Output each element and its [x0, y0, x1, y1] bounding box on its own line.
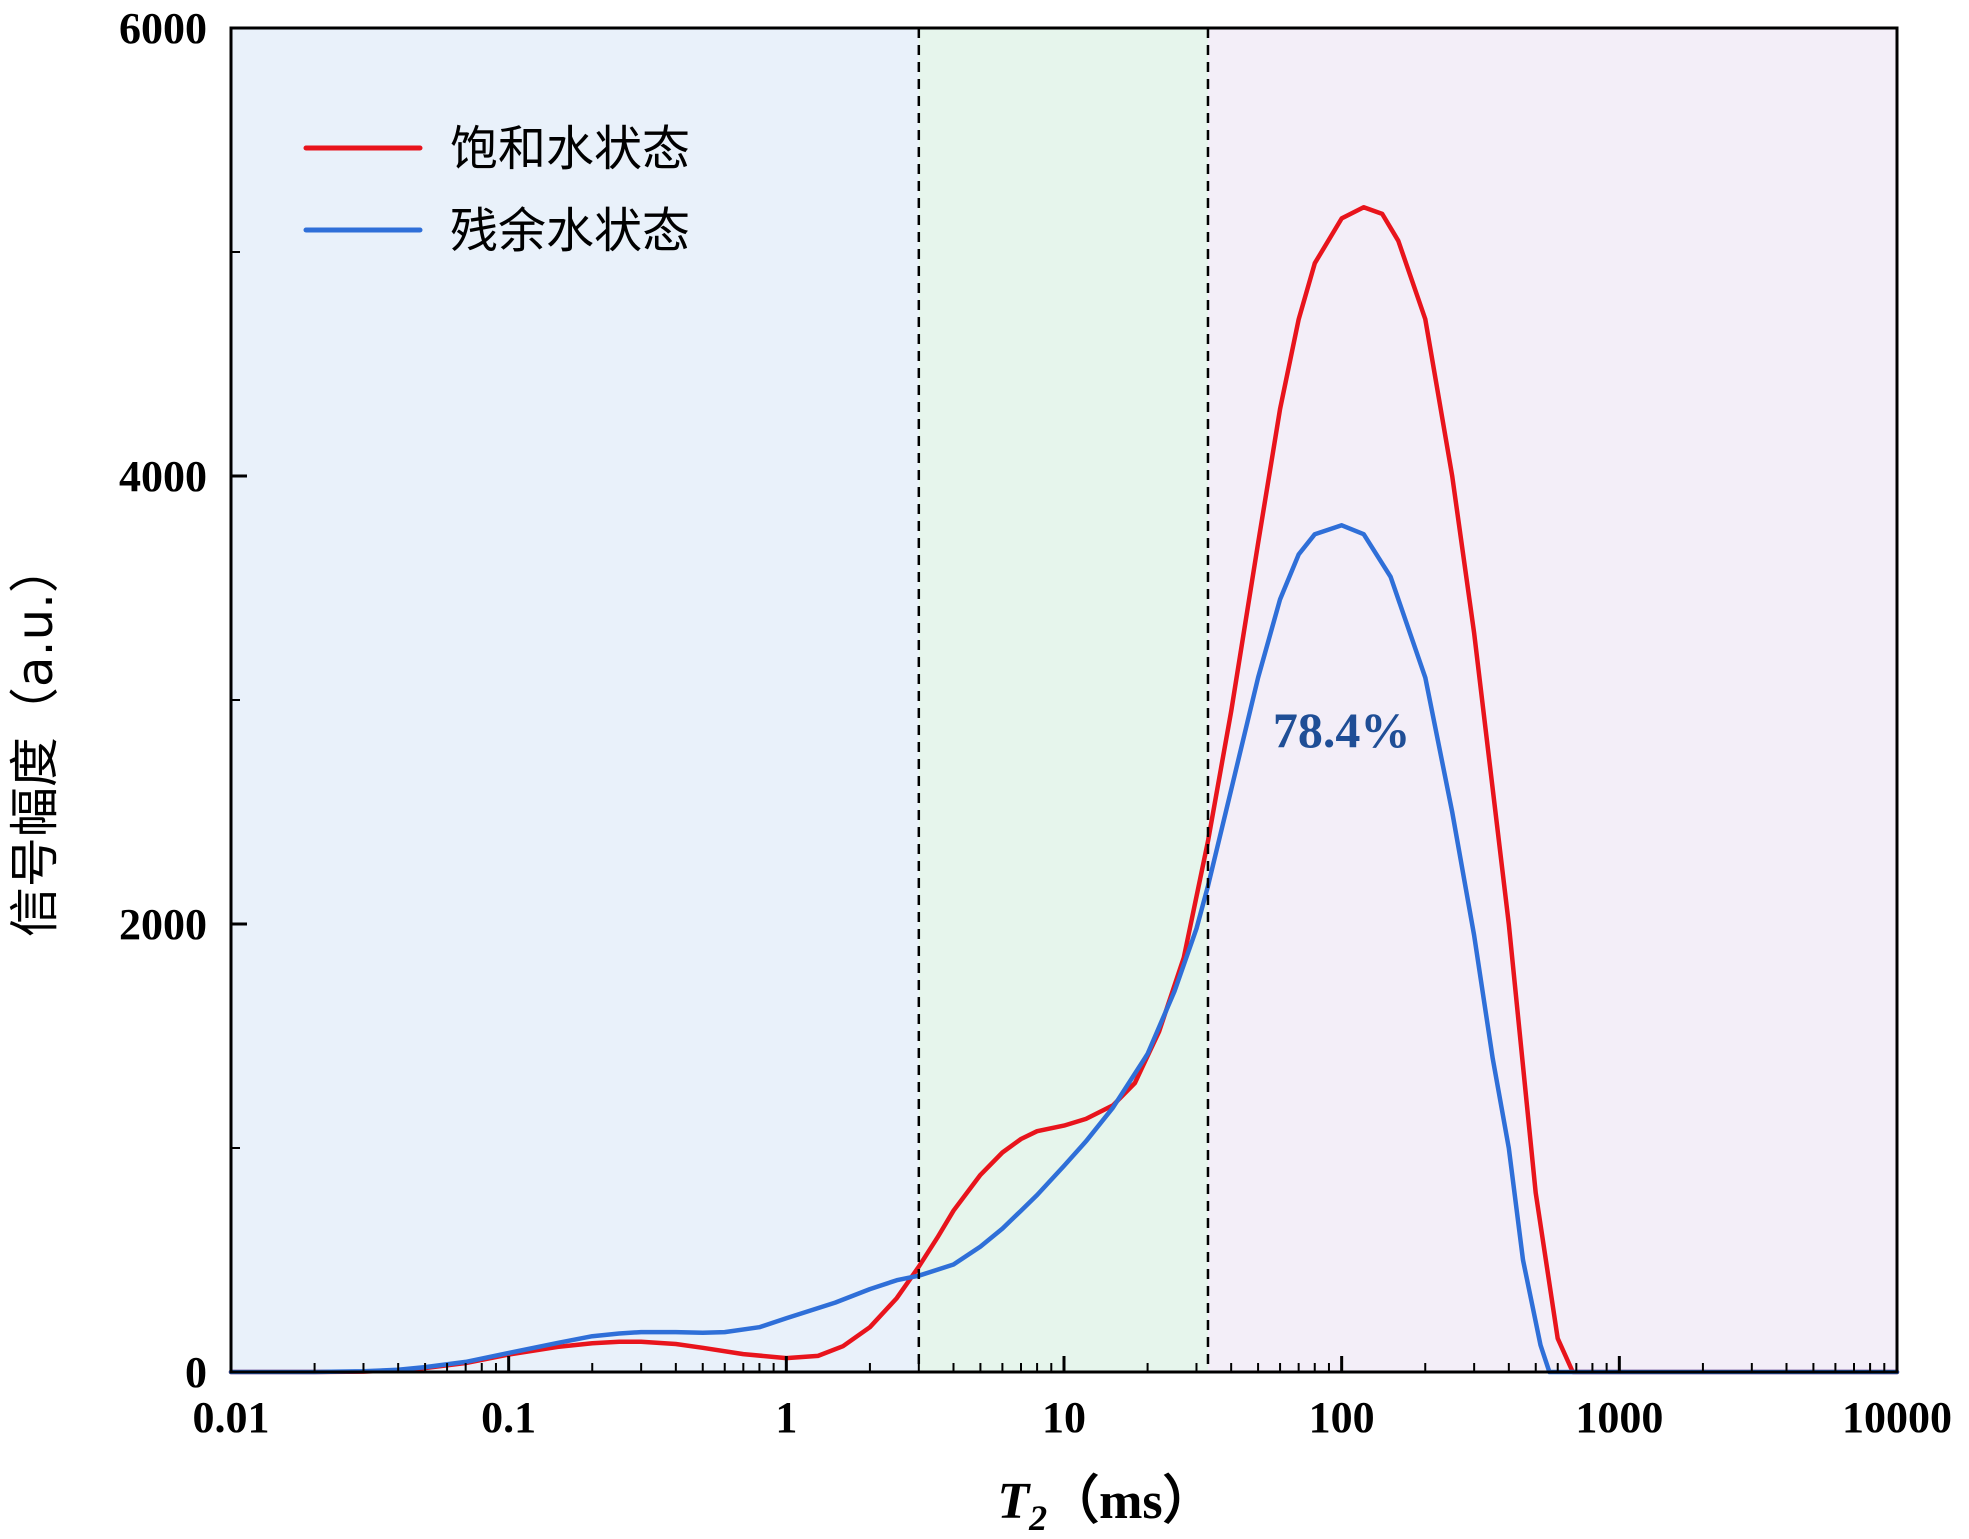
- x-axis-title: T2（ms）: [997, 1472, 1214, 1538]
- axis-tick-labels: 0.01 0.1 1 10 100 1000 10000 0 2000 4000 6000: [119, 4, 1952, 1442]
- axis-ticks: [229, 26, 1899, 1374]
- x-tick-label: 10: [1042, 1393, 1086, 1442]
- x-tick-label: 100: [1309, 1393, 1375, 1442]
- series-lines: [228, 204, 1900, 1375]
- legend-label-2: 残余水状态: [450, 203, 690, 259]
- x-tick-label: 0.01: [193, 1393, 270, 1442]
- region-2: [918, 28, 1208, 1372]
- x-axis-title-unit: （ms）: [1047, 1472, 1215, 1530]
- x-axis-title-sub: 2: [1028, 1498, 1047, 1538]
- region-1: [231, 28, 919, 1372]
- y-tick-label: 0: [185, 1348, 207, 1397]
- percent-annotation: 78.4%: [1273, 702, 1411, 758]
- x-axis-title-main: T: [997, 1473, 1031, 1530]
- x-tick-label: 10000: [1842, 1393, 1952, 1442]
- legend-label-1: 饱和水状态: [450, 121, 690, 177]
- boundary-lines: [917, 28, 1210, 1372]
- x-tick-label: 0.1: [481, 1393, 536, 1442]
- x-tick-label: 1000: [1575, 1393, 1663, 1442]
- series-line-2: [228, 523, 1900, 1375]
- y-tick-label: 4000: [119, 452, 207, 501]
- region-3: [1207, 28, 1897, 1372]
- y-tick-label: 2000: [119, 900, 207, 949]
- x-tick-label: 1: [775, 1393, 797, 1442]
- y-tick-label: 6000: [119, 4, 207, 53]
- y-axis-title: 信号幅度（a.u.）: [6, 543, 64, 937]
- series-line-1: [228, 204, 1900, 1375]
